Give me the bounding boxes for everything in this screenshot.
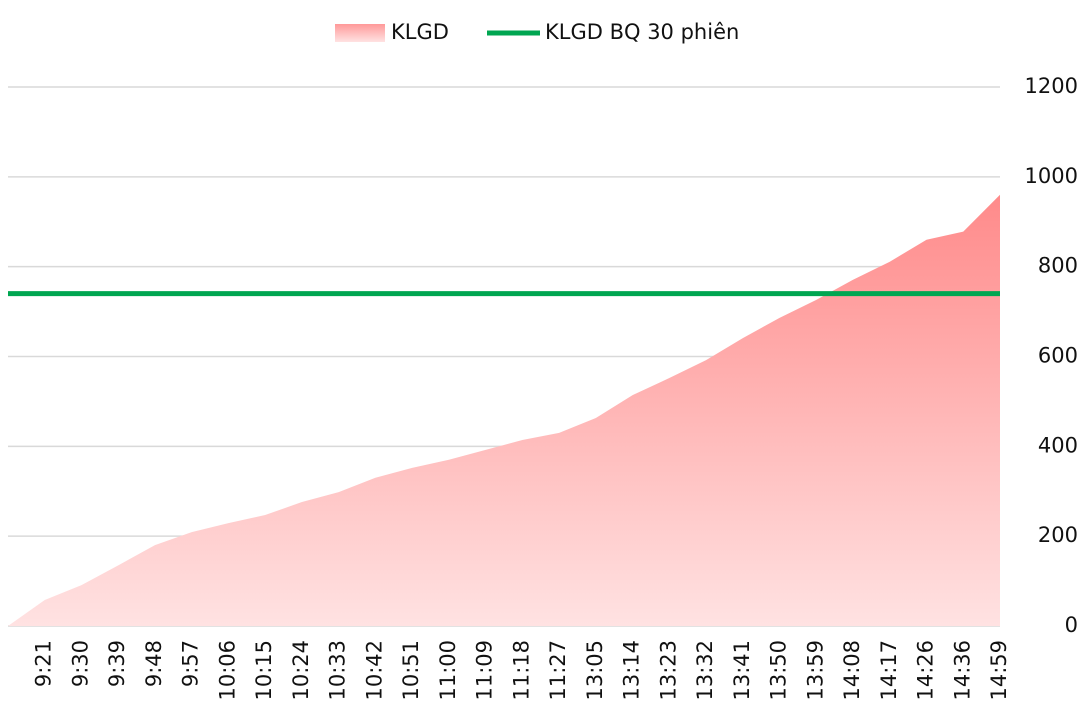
x-tick-label: 10:15	[252, 640, 276, 701]
x-tick-label: 13:41	[730, 640, 754, 701]
x-tick-label: 11:09	[473, 640, 497, 701]
x-tick-label: 13:50	[767, 640, 791, 701]
x-tick-label: 9:30	[68, 640, 92, 687]
x-tick-label: 14:26	[914, 640, 938, 701]
x-tick-label: 11:27	[546, 640, 570, 701]
y-tick-label: 800	[1038, 254, 1078, 278]
y-tick-label: 1000	[1025, 164, 1078, 188]
y-tick-label: 600	[1038, 344, 1078, 368]
x-tick-label: 10:51	[399, 640, 423, 701]
x-tick-label: 10:33	[326, 640, 350, 701]
legend-swatch	[335, 24, 385, 42]
x-tick-label: 13:32	[693, 640, 717, 701]
x-tick-label: 10:06	[215, 640, 239, 701]
x-tick-label: 11:18	[509, 640, 533, 701]
legend-label: KLGD BQ 30 phiên	[545, 20, 739, 44]
x-tick-label: 14:36	[950, 640, 974, 701]
x-tick-label: 10:24	[289, 640, 313, 701]
x-tick-label: 13:14	[620, 640, 644, 701]
x-tick-label: 11:00	[436, 640, 460, 701]
y-tick-label: 400	[1038, 433, 1078, 457]
legend: KLGD KLGD BQ 30 phiên	[335, 20, 739, 44]
y-tick-label: 1200	[1025, 74, 1078, 98]
x-tick-label: 13:23	[656, 640, 680, 701]
x-tick-label: 14:08	[840, 640, 864, 701]
area	[8, 194, 1000, 627]
x-tick-label: 13:05	[583, 640, 607, 701]
axes: 0 200 400 600 800 1000 1200 9:21 9:30 9:39 9:48 9:5…	[32, 74, 1078, 701]
y-tick-label: 0	[1065, 613, 1078, 637]
y-tick-label: 200	[1038, 523, 1078, 547]
x-tick-label: 9:48	[142, 640, 166, 687]
legend-label: KLGD	[391, 20, 449, 44]
x-tick-label: 9:57	[179, 640, 203, 687]
x-tick-label: 14:17	[877, 640, 901, 701]
x-tick-label: 10:42	[362, 640, 386, 701]
x-tick-label: 9:39	[105, 640, 129, 687]
x-tick-label: 9:21	[32, 640, 56, 687]
x-tick-label: 13:59	[803, 640, 827, 701]
plot	[8, 194, 1000, 627]
x-tick-label: 14:59	[987, 640, 1011, 701]
